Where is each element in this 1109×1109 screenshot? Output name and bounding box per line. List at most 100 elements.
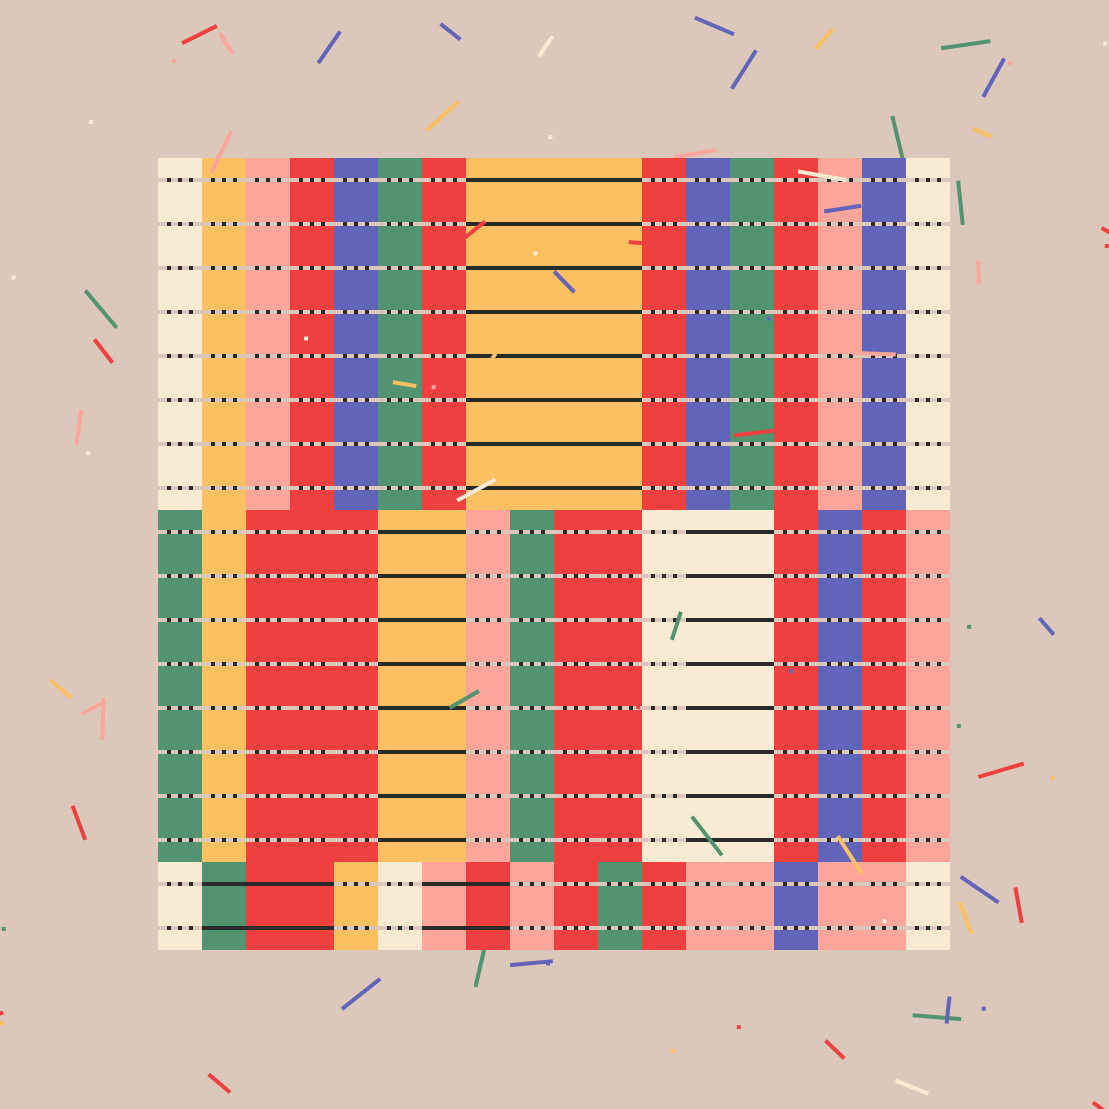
stripe-dot bbox=[409, 486, 413, 490]
stripe-dot bbox=[541, 926, 545, 930]
confetti-stroke bbox=[483, 330, 511, 372]
stripe-dot bbox=[321, 398, 325, 402]
stripe-dot bbox=[255, 486, 259, 490]
stripe-solid bbox=[598, 398, 642, 402]
stripe-dot bbox=[442, 266, 446, 270]
stripe-dot bbox=[321, 354, 325, 358]
stripe-dot bbox=[475, 618, 479, 622]
stripe-dot bbox=[926, 882, 930, 886]
stripe-dot bbox=[233, 354, 237, 358]
stripe-dot bbox=[915, 354, 919, 358]
stripe-dot bbox=[761, 266, 765, 270]
stripe-dot bbox=[882, 574, 886, 578]
confetti-stroke bbox=[851, 350, 896, 357]
stripe-dot bbox=[783, 926, 787, 930]
stripe-dot bbox=[354, 442, 358, 446]
confetti-stroke bbox=[181, 24, 218, 45]
stripe-solid bbox=[686, 750, 730, 754]
stripe-solid bbox=[466, 882, 510, 886]
grid-column bbox=[202, 510, 246, 862]
stripe-dot bbox=[354, 574, 358, 578]
stripe-dot bbox=[915, 310, 919, 314]
stripe-dot bbox=[266, 706, 270, 710]
stripe-dot bbox=[409, 222, 413, 226]
stripe-dot bbox=[365, 310, 369, 314]
stripe-dot bbox=[882, 750, 886, 754]
stripe-solid bbox=[290, 882, 334, 886]
stripe-dot bbox=[585, 662, 589, 666]
stripe-dot bbox=[541, 838, 545, 842]
stripe-dot bbox=[838, 926, 842, 930]
stripe-dot bbox=[233, 178, 237, 182]
confetti-stroke bbox=[894, 1078, 930, 1096]
stripe-dot bbox=[321, 662, 325, 666]
stripe-dot bbox=[783, 574, 787, 578]
stripe-dot bbox=[827, 838, 831, 842]
stripe-dot bbox=[706, 354, 710, 358]
stripe-solid bbox=[378, 838, 422, 842]
stripe-dot bbox=[442, 310, 446, 314]
stripe-dot bbox=[805, 794, 809, 798]
stripe-dot bbox=[574, 750, 578, 754]
stripe-dot bbox=[563, 926, 567, 930]
stripe-dot bbox=[310, 222, 314, 226]
stripe-dot bbox=[277, 354, 281, 358]
stripe-dot bbox=[233, 574, 237, 578]
stripe-dot bbox=[926, 178, 930, 182]
stripe-dot bbox=[706, 178, 710, 182]
stripe-solid bbox=[202, 926, 246, 930]
stripe-solid bbox=[378, 706, 422, 710]
stripe-dot bbox=[277, 794, 281, 798]
stripe-dot bbox=[519, 926, 523, 930]
stripe-dot bbox=[453, 486, 457, 490]
confetti-stroke bbox=[316, 30, 342, 65]
stripe-dot bbox=[354, 706, 358, 710]
stripe-dot bbox=[277, 398, 281, 402]
stripe-dot bbox=[277, 222, 281, 226]
stripe-solid bbox=[730, 530, 774, 534]
stripe-dot bbox=[827, 310, 831, 314]
stripe-dot bbox=[310, 354, 314, 358]
stripe-dot bbox=[838, 618, 842, 622]
stripe-dot bbox=[222, 266, 226, 270]
stripe-dot bbox=[486, 794, 490, 798]
confetti-dot bbox=[86, 451, 91, 456]
stripe-dot bbox=[167, 222, 171, 226]
stripe-solid bbox=[554, 442, 598, 446]
stripe-dot bbox=[255, 266, 259, 270]
stripe-dot bbox=[574, 706, 578, 710]
confetti-dot bbox=[11, 275, 16, 280]
stripe-dot bbox=[926, 574, 930, 578]
confetti-stroke bbox=[824, 1039, 846, 1060]
stripe-dot bbox=[222, 530, 226, 534]
stripe-dot bbox=[937, 354, 941, 358]
stripe-dot bbox=[178, 750, 182, 754]
stripe-dot bbox=[926, 662, 930, 666]
stripe-dot bbox=[607, 794, 611, 798]
stripe-dot bbox=[739, 266, 743, 270]
stripe-dot bbox=[541, 882, 545, 886]
stripe-dot bbox=[695, 222, 699, 226]
stripe-dot bbox=[673, 266, 677, 270]
stripe-solid bbox=[554, 486, 598, 490]
stripe-dot bbox=[893, 662, 897, 666]
stripe-dot bbox=[222, 838, 226, 842]
stripe-dot bbox=[838, 706, 842, 710]
stripe-dot bbox=[266, 618, 270, 622]
stripe-dot bbox=[893, 530, 897, 534]
stripe-dot bbox=[211, 706, 215, 710]
stripe-dot bbox=[222, 794, 226, 798]
stripe-dot bbox=[178, 882, 182, 886]
stripe-dot bbox=[398, 442, 402, 446]
stripe-dot bbox=[343, 178, 347, 182]
confetti-dot bbox=[0, 1021, 5, 1026]
stripe-dot bbox=[662, 838, 666, 842]
stripe-dot bbox=[189, 178, 193, 182]
stripe-dot bbox=[805, 310, 809, 314]
stripe-dot bbox=[486, 750, 490, 754]
stripe-dot bbox=[255, 838, 259, 842]
stripe-dot bbox=[365, 222, 369, 226]
stripe-dot bbox=[299, 530, 303, 534]
grid-column bbox=[642, 862, 686, 950]
stripe-dot bbox=[871, 310, 875, 314]
